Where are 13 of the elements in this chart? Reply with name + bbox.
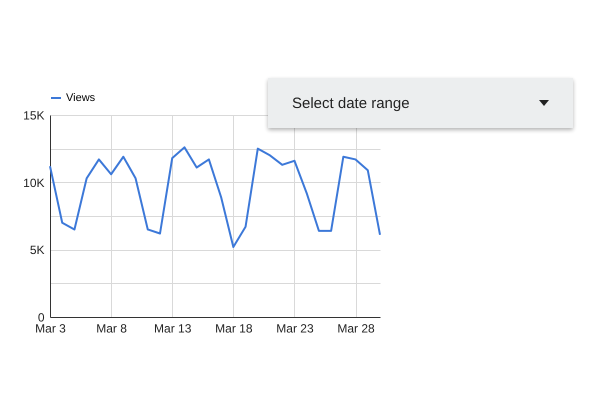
y-tick-label: 5K <box>30 243 44 258</box>
x-tick-label: Mar 23 <box>276 322 314 336</box>
x-tick-label: Mar 18 <box>215 322 253 336</box>
legend-label: Views <box>66 92 96 104</box>
x-tick-label: Mar 8 <box>96 322 128 336</box>
line-series <box>49 146 381 248</box>
y-tick-label: 15K <box>23 108 44 122</box>
y-tick-label: 10K <box>23 176 44 190</box>
y-tick-label: 0 <box>38 310 45 324</box>
date-range-dropdown: Select date range <box>268 78 573 128</box>
x-tick-label: Mar 13 <box>154 322 192 336</box>
x-tick-label: Mar 3 <box>35 322 66 336</box>
x-tick-label: Mar 28 <box>337 322 376 336</box>
